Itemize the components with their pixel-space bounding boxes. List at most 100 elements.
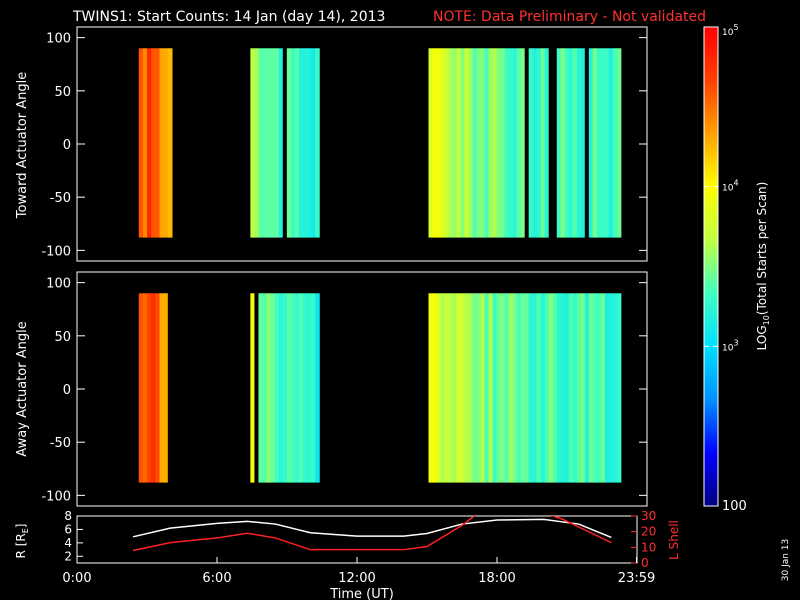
- heatmap-cell: [432, 48, 438, 238]
- heatmap-cell: [147, 48, 152, 238]
- heatmap-cell: [584, 48, 590, 238]
- away-panel: 100 50 0 -50 -100 Away Actuator Angle: [15, 271, 648, 507]
- heatmap-cell: [456, 48, 462, 238]
- heatmap-cell: [512, 293, 518, 483]
- heatmap-cell: [436, 293, 442, 483]
- heatmap-cell: [496, 293, 502, 483]
- heatmap-cell: [500, 293, 506, 483]
- colorbar-label-main: LOG: [755, 325, 769, 350]
- heatmap-cell: [151, 48, 156, 238]
- heatmap-cell: [428, 48, 434, 238]
- orbit-y2-tick-label: 0: [641, 556, 649, 570]
- heatmap-cell: [303, 293, 308, 483]
- y-tick-label: -50: [50, 191, 71, 206]
- orbit-xlabel: Time (UT): [329, 587, 394, 600]
- heatmap-cell: [254, 293, 259, 483]
- heatmap-cell: [468, 293, 474, 483]
- heatmap-cell: [250, 293, 255, 483]
- toward-heatmap: [138, 48, 622, 238]
- orbit-ylabel-end: ]: [14, 524, 28, 529]
- heatmap-cell: [147, 293, 152, 483]
- colorbar-tick-label: 100: [722, 499, 747, 514]
- orbit-lines: [132, 516, 612, 552]
- heatmap-cell: [476, 48, 482, 238]
- heatmap-cell: [476, 293, 482, 483]
- heatmap-cell: [492, 48, 498, 238]
- heatmap-cell: [452, 293, 458, 483]
- heatmap-cell: [307, 48, 312, 238]
- heatmap-cell: [250, 48, 255, 238]
- heatmap-cell: [592, 48, 598, 238]
- heatmap-cell: [596, 293, 602, 483]
- orbit-y2label: L Shell: [667, 520, 681, 560]
- heatmap-cell: [552, 48, 558, 238]
- orbit-y-tick-label: 4: [64, 536, 72, 550]
- orbit-ylabel: R [RE]: [14, 524, 30, 559]
- toward-y-ticks: 100 50 0 -50 -100: [41, 32, 647, 259]
- colorbar-tick-label: 103: [722, 338, 739, 353]
- orbit-x-tick-label: 23:59: [618, 571, 655, 586]
- y-tick-label: -100: [41, 489, 71, 504]
- heatmap-cell: [528, 48, 534, 238]
- heatmap-cell: [596, 48, 602, 238]
- heatmap-cell: [604, 48, 610, 238]
- heatmap-cell: [592, 293, 598, 483]
- y-tick-label: 0: [63, 138, 71, 153]
- heatmap-cell: [548, 48, 554, 238]
- heatmap-cell: [488, 48, 494, 238]
- heatmap-cell: [504, 48, 510, 238]
- heatmap-cell: [612, 293, 618, 483]
- heatmap-cell: [572, 48, 578, 238]
- heatmap-cell: [568, 48, 574, 238]
- heatmap-cell: [540, 293, 546, 483]
- orbit-y2-tick-label: 20: [641, 525, 656, 539]
- orbit-ylabel-main: R [R: [14, 533, 28, 558]
- heatmap-cell: [163, 293, 169, 483]
- heatmap-cell: [472, 48, 478, 238]
- heatmap-cell: [536, 48, 542, 238]
- heatmap-cell: [270, 293, 276, 483]
- colorbar-tick-base: 100: [722, 499, 747, 514]
- heatmap-cell: [604, 293, 610, 483]
- orbit-x-tick-label: 6:00: [202, 571, 231, 586]
- colorbar-fill: [704, 27, 718, 506]
- heatmap-cell: [480, 48, 486, 238]
- heatmap-cell: [532, 48, 538, 238]
- heatmap-cell: [556, 48, 562, 238]
- heatmap-cell: [608, 48, 614, 238]
- orbit-y2-tick-label: 30: [641, 509, 656, 523]
- colorbar-tick-base: 10: [722, 343, 734, 353]
- toward-ylabel: Toward Actuator Angle: [15, 72, 30, 219]
- heatmap-cell: [560, 293, 566, 483]
- heatmap-cell: [440, 293, 446, 483]
- heatmap-cell: [548, 293, 554, 483]
- heatmap-cell: [290, 293, 296, 483]
- heatmap-cell: [536, 293, 542, 483]
- heatmap-cell: [472, 293, 478, 483]
- l-shell-line: [132, 516, 612, 552]
- heatmap-cell: [274, 48, 280, 238]
- heatmap-cell: [564, 48, 570, 238]
- heatmap-cell: [528, 293, 534, 483]
- orbit-y-tick-label: 8: [64, 509, 72, 523]
- heatmap-cell: [262, 48, 268, 238]
- orbit-x-ticks: 0:00 6:00 12:00 18:00 23:59: [62, 557, 655, 586]
- heatmap-cell: [464, 293, 470, 483]
- heatmap-cell: [311, 293, 316, 483]
- heatmap-cell: [258, 48, 264, 238]
- heatmap-cell: [155, 48, 161, 238]
- heatmap-cell: [612, 48, 618, 238]
- heatmap-cell: [520, 293, 526, 483]
- heatmap-cell: [516, 293, 522, 483]
- heatmap-cell: [552, 293, 558, 483]
- heatmap-cell: [544, 293, 550, 483]
- colorbar-tick-exp: 3: [733, 338, 738, 347]
- heatmap-cell: [580, 293, 586, 483]
- heatmap-cell: [456, 293, 462, 483]
- heatmap-cell: [484, 48, 490, 238]
- heatmap-cell: [584, 293, 590, 483]
- heatmap-cell: [428, 293, 434, 483]
- heatmap-cell: [262, 293, 268, 483]
